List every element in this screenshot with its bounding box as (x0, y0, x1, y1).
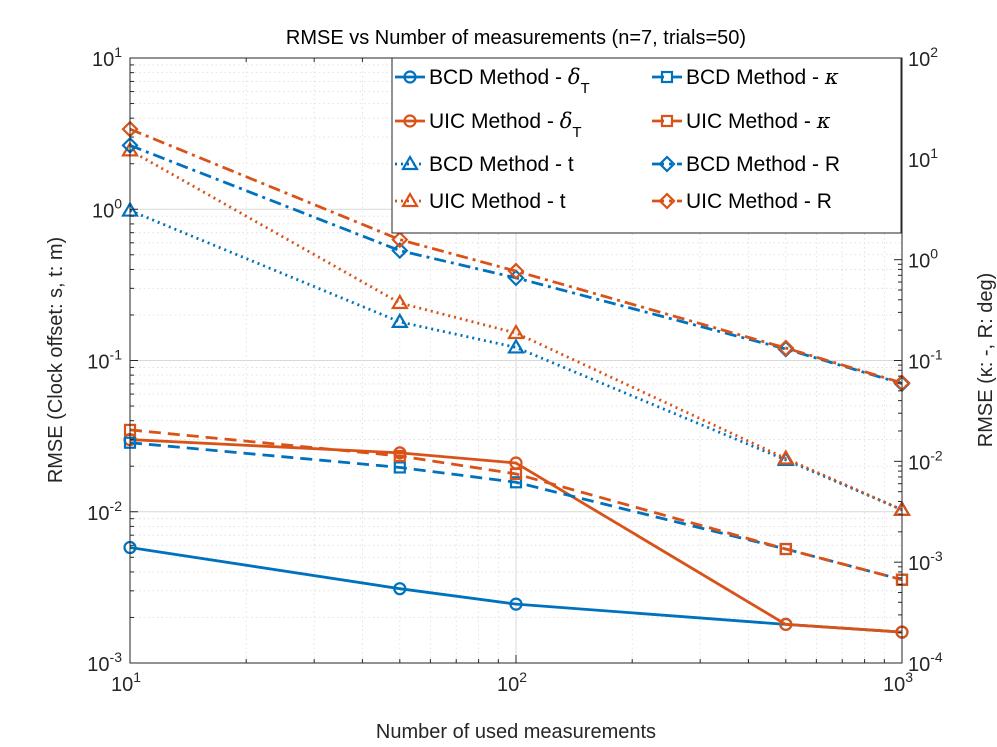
data-point (393, 449, 406, 463)
y-left-tick-label: 10-3 (87, 649, 122, 676)
legend-marker (660, 70, 674, 84)
legend-item[interactable]: UIC Method - κ (652, 109, 831, 133)
series-line (129, 209, 903, 512)
y-right-tick-label: 100 (908, 246, 938, 273)
y-right-tick-label: 10-1 (908, 347, 943, 374)
y-right-tick-label: 10-3 (908, 548, 943, 575)
y-right-tick-label: 10-4 (908, 649, 943, 676)
data-point (390, 312, 409, 328)
y-right-tick-label: 101 (908, 145, 938, 172)
data-point (393, 461, 406, 474)
data-point (509, 467, 523, 481)
x-tick-label: 102 (497, 669, 527, 696)
legend-label: BCD Method - R (686, 153, 840, 176)
legend-box (391, 57, 902, 234)
legend-item[interactable]: UIC Method - R (652, 190, 832, 213)
y-left-tick-label: 101 (92, 44, 122, 71)
series-line (129, 149, 903, 512)
legend-marker (401, 191, 419, 208)
series-7 (121, 120, 911, 392)
legend-label: UIC Method - κ (686, 109, 831, 133)
legend-label: UIC Method - t (429, 190, 566, 213)
data-point (509, 476, 523, 489)
tick-labels: 101 102 103 10-3 10-2 10-1 100 101 10-4 10-3 10-2 1… (87, 44, 943, 696)
legend-marker (658, 192, 676, 210)
legend-marker (660, 114, 674, 128)
y-axis-right-label: RMSE (κ: -, R: deg) (975, 273, 997, 447)
data-point (779, 542, 792, 556)
x-tick-label: 103 (883, 669, 913, 696)
legend-marker (403, 114, 417, 128)
legend-marker (658, 155, 676, 173)
legend-item[interactable]: UIC Method - t (395, 190, 566, 213)
chart-title: RMSE vs Number of measurements (n=7, tri… (286, 27, 746, 49)
y-left-tick-label: 10-1 (87, 347, 122, 374)
y-left-tick-label: 100 (92, 195, 122, 222)
data-point (393, 582, 407, 596)
legend-item[interactable]: BCD Method - t (395, 153, 574, 176)
y-right-tick-label: 102 (908, 44, 938, 71)
legend-item[interactable]: BCD Method - R (652, 153, 840, 176)
data-point (507, 338, 525, 354)
data-point (390, 293, 409, 310)
data-point (391, 231, 409, 249)
data-point (391, 242, 409, 260)
legend-item[interactable]: BCD Method - δT (395, 65, 590, 97)
data-point (507, 269, 525, 287)
series-layer (121, 120, 911, 639)
series-line (129, 428, 903, 582)
data-point (776, 449, 795, 465)
data-point (779, 617, 793, 631)
x-axis-label: Number of used measurements (376, 721, 656, 743)
data-point (507, 323, 525, 340)
legend-label: BCD Method - κ (686, 65, 839, 89)
legend-marker (401, 154, 419, 171)
x-tick-label: 101 (111, 669, 141, 696)
y-left-tick-label: 10-2 (87, 498, 122, 525)
data-point (777, 339, 795, 357)
legend[interactable]: BCD Method - δT BCD Method - κ UIC Method … (391, 57, 902, 234)
legend-marker (403, 70, 417, 84)
series-line (129, 127, 903, 385)
legend-label: BCD Method - δT (429, 65, 590, 97)
data-point (507, 262, 525, 280)
legend-label: UIC Method - δT (429, 109, 582, 141)
y-axis-left-label: RMSE (Clock offset: s, t: m) (45, 237, 67, 483)
legend-label: UIC Method - R (686, 190, 832, 213)
legend-label: BCD Method - t (429, 153, 574, 176)
legend-item[interactable]: BCD Method - κ (652, 65, 839, 89)
y-right-tick-label: 10-2 (908, 447, 943, 474)
legend-item[interactable]: UIC Method - δT (395, 109, 582, 141)
data-point (509, 597, 523, 611)
